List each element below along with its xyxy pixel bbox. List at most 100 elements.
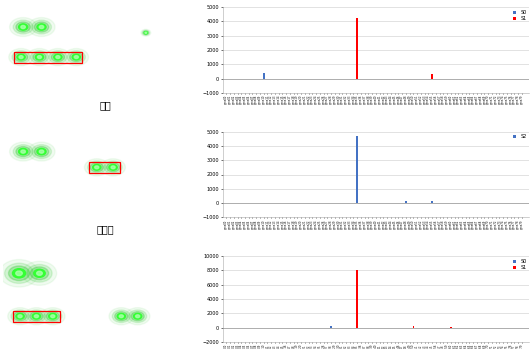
Circle shape: [5, 263, 34, 283]
Circle shape: [10, 142, 37, 161]
Circle shape: [136, 315, 140, 318]
Circle shape: [39, 25, 44, 29]
Bar: [413, 326, 414, 328]
Circle shape: [111, 166, 115, 169]
Text: 복샘: 복샘: [99, 100, 111, 110]
Circle shape: [37, 24, 46, 30]
Circle shape: [37, 148, 46, 155]
Circle shape: [74, 55, 78, 59]
Circle shape: [101, 159, 126, 176]
Circle shape: [46, 312, 59, 321]
Circle shape: [67, 51, 85, 64]
Bar: [431, 74, 433, 79]
Circle shape: [70, 52, 83, 62]
Bar: [330, 326, 332, 328]
Circle shape: [36, 54, 44, 60]
Bar: [356, 136, 359, 203]
Circle shape: [10, 17, 37, 37]
Circle shape: [34, 269, 45, 277]
Circle shape: [90, 163, 103, 172]
Circle shape: [11, 310, 29, 322]
Circle shape: [22, 261, 56, 285]
Bar: [13, 311, 60, 322]
Circle shape: [119, 315, 123, 318]
Circle shape: [44, 310, 62, 322]
Circle shape: [40, 308, 65, 325]
Circle shape: [12, 51, 30, 64]
Circle shape: [33, 52, 46, 62]
Circle shape: [93, 164, 101, 170]
Circle shape: [8, 308, 32, 325]
Circle shape: [19, 24, 28, 30]
Circle shape: [115, 312, 128, 321]
Circle shape: [9, 49, 34, 66]
Circle shape: [112, 310, 130, 322]
Circle shape: [19, 148, 28, 155]
Legend: S0, S1: S0, S1: [512, 259, 527, 270]
Bar: [450, 327, 452, 328]
Circle shape: [13, 312, 27, 321]
Circle shape: [31, 20, 52, 34]
Text: 붕장어: 붕장어: [96, 224, 114, 234]
Circle shape: [28, 310, 45, 322]
Circle shape: [24, 308, 49, 325]
Bar: [356, 324, 359, 328]
Circle shape: [18, 315, 22, 318]
Circle shape: [37, 55, 41, 59]
Circle shape: [21, 150, 26, 153]
Circle shape: [19, 55, 23, 59]
Circle shape: [16, 22, 30, 32]
Circle shape: [144, 32, 147, 34]
Circle shape: [30, 312, 43, 321]
Circle shape: [49, 313, 57, 319]
Circle shape: [35, 22, 49, 32]
Circle shape: [30, 267, 48, 280]
Circle shape: [129, 310, 147, 322]
Circle shape: [13, 145, 33, 158]
Circle shape: [72, 54, 80, 60]
Circle shape: [109, 308, 134, 325]
Legend: S2: S2: [512, 134, 527, 140]
Circle shape: [109, 164, 117, 170]
Circle shape: [104, 161, 122, 174]
Circle shape: [9, 266, 29, 281]
Circle shape: [143, 31, 148, 35]
Circle shape: [106, 163, 120, 172]
Circle shape: [17, 54, 25, 60]
Circle shape: [126, 308, 150, 325]
Circle shape: [16, 271, 22, 276]
Circle shape: [95, 166, 99, 169]
Bar: [14, 52, 82, 63]
Circle shape: [27, 49, 52, 66]
Circle shape: [134, 313, 142, 319]
Bar: [88, 162, 120, 173]
Circle shape: [16, 313, 24, 319]
Circle shape: [16, 147, 30, 157]
Circle shape: [37, 271, 43, 275]
Circle shape: [88, 161, 106, 174]
Circle shape: [85, 159, 109, 176]
Circle shape: [13, 20, 33, 34]
Bar: [405, 201, 407, 203]
Circle shape: [131, 312, 144, 321]
Circle shape: [12, 269, 26, 278]
Circle shape: [35, 147, 49, 157]
Circle shape: [31, 145, 52, 158]
Circle shape: [21, 25, 26, 29]
Circle shape: [0, 260, 39, 287]
Circle shape: [141, 29, 151, 36]
Circle shape: [56, 55, 60, 59]
Circle shape: [27, 265, 52, 282]
Circle shape: [142, 30, 149, 35]
Circle shape: [28, 142, 55, 161]
Bar: [263, 73, 265, 79]
Circle shape: [30, 51, 48, 64]
Circle shape: [39, 150, 44, 153]
Circle shape: [64, 49, 88, 66]
Circle shape: [28, 17, 55, 37]
Circle shape: [145, 32, 147, 33]
Circle shape: [32, 313, 40, 319]
Circle shape: [49, 51, 67, 64]
Circle shape: [52, 52, 64, 62]
Circle shape: [14, 52, 28, 62]
